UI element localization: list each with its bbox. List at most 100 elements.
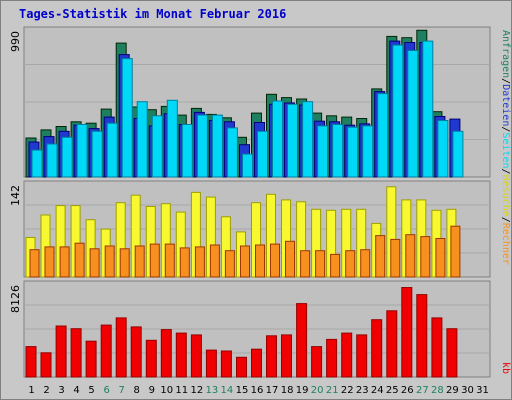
bar-kb-day-20 [311, 346, 323, 378]
bar-rechner-day-12 [194, 246, 205, 278]
bar-seiten-day-20 [317, 125, 329, 178]
bar-kb-day-9 [145, 339, 157, 378]
legend-entry: / [500, 126, 511, 132]
x-tick-label: 13 [206, 385, 219, 396]
y-scale-label-bottom: 8126 [9, 285, 22, 313]
bar-kb-day-26 [401, 287, 413, 378]
x-tick-label: 22 [341, 385, 354, 396]
legend-entry: / [500, 78, 511, 84]
bar-kb-day-15 [236, 356, 247, 378]
bar-rechner-day-15 [240, 245, 250, 278]
bar-rechner-day-17 [270, 243, 280, 278]
bar-seiten-day-5 [91, 130, 103, 178]
legend-entry: Dateien [500, 84, 511, 126]
bar-rechner-day-9 [149, 243, 160, 278]
bar-seiten-day-4 [76, 124, 88, 178]
bar-kb-day-5 [85, 340, 97, 378]
legend-kb: kb [500, 362, 511, 374]
bar-seiten-day-6 [106, 122, 118, 178]
bar-rechner-day-4 [74, 242, 85, 278]
bar-seiten-day-2 [46, 143, 58, 178]
x-tick-label: 1 [28, 385, 34, 396]
x-tick-label: 28 [431, 385, 444, 396]
bar-seiten-day-12 [196, 114, 208, 178]
bar-seiten-day-1 [31, 149, 43, 178]
bar-rechner-day-28 [435, 238, 446, 278]
legend-entry: Seiten [500, 132, 511, 168]
bar-rechner-day-24 [375, 235, 386, 278]
x-tick-label: 10 [160, 385, 173, 396]
bar-kb-day-14 [220, 350, 232, 378]
bar-kb-day-4 [70, 328, 82, 378]
bar-kb-day-8 [130, 326, 142, 378]
bar-kb-day-23 [356, 334, 368, 378]
bar-rechner-day-16 [255, 244, 265, 278]
x-tick-label: 29 [446, 385, 459, 396]
x-tick-label: 17 [266, 385, 279, 396]
bar-rechner-day-8 [134, 245, 145, 278]
bar-rechner-day-23 [360, 249, 371, 278]
bar-seiten-day-9 [151, 115, 163, 178]
bar-kb-day-1 [25, 346, 37, 378]
x-tick-label: 16 [251, 385, 264, 396]
bar-kb-day-18 [281, 334, 292, 378]
bar-kb-day-2 [40, 352, 52, 378]
bar-seiten-day-11 [181, 124, 193, 178]
bar-seiten-day-28 [437, 120, 449, 178]
x-tick-label: 21 [326, 385, 339, 396]
x-tick-label: 27 [416, 385, 429, 396]
bar-kb-day-6 [100, 324, 112, 378]
legend-series: Anfragen/Dateien/Seiten/Besuche/Rechner [500, 30, 511, 265]
bar-seiten-day-16 [257, 130, 268, 178]
x-tick-label: 12 [191, 385, 204, 396]
bar-seiten-day-25 [392, 44, 404, 178]
bar-rechner-day-6 [104, 245, 115, 278]
bar-seiten-day-23 [362, 125, 374, 178]
bar-seiten-day-7 [121, 58, 133, 178]
bar-seiten-day-18 [287, 103, 298, 178]
x-tick-label: 31 [476, 385, 489, 396]
bar-seiten-day-22 [347, 126, 359, 178]
bar-kb-day-24 [371, 319, 383, 378]
bar-kb-day-13 [205, 349, 217, 378]
x-tick-label: 9 [149, 385, 155, 396]
x-tick-label: 4 [73, 385, 79, 396]
bar-kb-day-21 [326, 338, 338, 378]
legend-entry: / [500, 217, 511, 223]
bar-seiten-day-14 [226, 127, 238, 178]
bar-rechner-day-29 [450, 225, 461, 278]
x-tick-label: 30 [461, 385, 474, 396]
x-tick-label: 11 [175, 385, 188, 396]
x-tick-label: 3 [58, 385, 64, 396]
x-tick-label: 5 [88, 385, 94, 396]
bar-rechner-day-10 [164, 243, 175, 278]
bar-rechner-day-22 [345, 250, 356, 278]
bar-kb-day-11 [175, 332, 187, 378]
bar-seiten-day-8 [136, 101, 148, 178]
bar-rechner-day-27 [420, 236, 431, 278]
bar-rechner-day-7 [119, 248, 130, 278]
bar-kb-day-3 [55, 325, 67, 378]
bar-rechner-day-13 [209, 244, 220, 278]
bar-seiten-day-15 [242, 153, 253, 178]
bar-kb-day-16 [251, 348, 262, 378]
bar-seiten-day-3 [61, 136, 73, 178]
legend-entry: / [500, 169, 511, 175]
bar-seiten-day-13 [211, 114, 223, 178]
x-tick-label: 19 [296, 385, 309, 396]
x-tick-label: 18 [281, 385, 294, 396]
bar-seiten-day-29 [452, 130, 464, 178]
bar-seiten-day-19 [302, 101, 314, 178]
bar-seiten-day-21 [332, 124, 344, 178]
bar-kb-day-29 [446, 328, 458, 378]
bar-seiten-day-10 [166, 99, 178, 178]
legend-entry: Anfragen [500, 30, 511, 78]
chart-title: Tages-Statistik im Monat Februar 2016 [19, 7, 287, 21]
bar-seiten-day-17 [272, 100, 283, 178]
bar-rechner-day-11 [179, 247, 190, 278]
bar-seiten-day-27 [422, 40, 434, 178]
bar-rechner-day-26 [405, 234, 416, 278]
bar-rechner-day-25 [390, 238, 401, 278]
bar-rechner-day-19 [300, 250, 311, 278]
x-tick-label: 15 [236, 385, 249, 396]
